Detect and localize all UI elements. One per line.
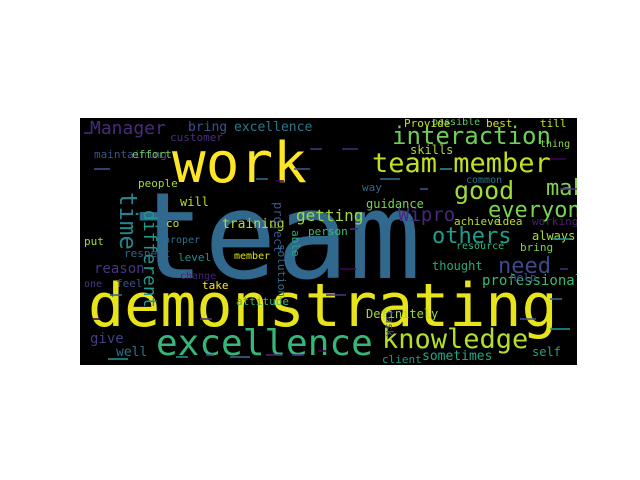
- cloud-word: idea: [496, 215, 523, 228]
- cloud-filler-mark: [560, 268, 568, 270]
- cloud-word: thought: [432, 259, 483, 273]
- cloud-word: solution: [275, 244, 288, 297]
- cloud-word: possible: [432, 118, 481, 128]
- cloud-filler-mark: [206, 354, 214, 356]
- cloud-word: put: [84, 235, 104, 248]
- cloud-filler-mark: [94, 168, 110, 170]
- cloud-filler-mark: [380, 178, 400, 180]
- cloud-word: feel: [116, 277, 143, 290]
- cloud-filler-mark: [230, 356, 250, 358]
- cloud-word: excellence: [156, 323, 373, 364]
- cloud-word: team member: [372, 148, 551, 179]
- cloud-filler-mark: [294, 168, 310, 170]
- cloud-word: maintaining: [94, 148, 167, 161]
- cloud-word: good: [454, 176, 515, 205]
- cloud-word: bring: [188, 120, 228, 135]
- cloud-filler-mark: [552, 238, 572, 240]
- cloud-word: help: [510, 271, 537, 284]
- cloud-filler-mark: [176, 356, 188, 358]
- cloud-filler-mark: [350, 228, 358, 230]
- cloud-word: will: [180, 195, 209, 209]
- cloud-word: able: [289, 230, 302, 257]
- cloud-word: thing: [540, 139, 571, 150]
- cloud-filler-mark: [292, 354, 304, 356]
- cloud-word: task: [383, 310, 396, 337]
- cloud-word: self: [532, 345, 561, 359]
- cloud-word: till: [540, 118, 567, 130]
- cloud-word: working: [532, 215, 577, 228]
- cloud-word: others: [432, 224, 512, 249]
- cloud-word: excellence: [234, 120, 313, 135]
- cloud-filler-mark: [550, 328, 570, 330]
- cloud-word: resource: [456, 241, 505, 252]
- cloud-word: team: [132, 168, 421, 307]
- cloud-word: training: [222, 217, 285, 232]
- cloud-filler-mark: [92, 318, 100, 320]
- cloud-filler-mark: [550, 298, 562, 300]
- cloud-filler-mark: [84, 132, 92, 134]
- cloud-word: respect: [124, 247, 171, 260]
- cloud-word: co: [166, 217, 180, 230]
- cloud-filler-mark: [310, 148, 322, 150]
- cloud-word: attitude: [236, 295, 289, 308]
- cloud-word: everyone: [488, 198, 577, 223]
- cloud-word: well: [116, 345, 148, 360]
- cloud-word: getting: [296, 206, 364, 225]
- cloud-word: people: [138, 177, 178, 190]
- cloud-word: give: [90, 331, 124, 347]
- cloud-filler-mark: [326, 294, 346, 296]
- cloud-filler-mark: [110, 294, 122, 296]
- cloud-word: way: [362, 181, 382, 194]
- cloud-word: one: [84, 279, 103, 290]
- word-cloud: team demonstrating work excellence knowledge…: [80, 118, 577, 365]
- cloud-word: take: [202, 279, 229, 292]
- cloud-filler-mark: [550, 158, 566, 160]
- cloud-filler-mark: [276, 180, 284, 182]
- cloud-word: demonstrating: [88, 271, 558, 341]
- cloud-word: customer: [170, 131, 223, 144]
- cloud-word: Manager: [90, 118, 166, 139]
- cloud-word: reason: [94, 261, 145, 277]
- cloud-filler-mark: [266, 354, 282, 356]
- cloud-word: client: [382, 353, 422, 365]
- cloud-word: Wipro: [398, 204, 456, 226]
- cloud-word: sometimes: [422, 349, 493, 364]
- cloud-word: common: [466, 175, 503, 186]
- cloud-word: level: [178, 251, 212, 264]
- cloud-word: person: [308, 225, 348, 238]
- cloud-filler-mark: [256, 178, 268, 180]
- cloud-word: change: [180, 271, 217, 282]
- cloud-word: interaction: [392, 122, 551, 150]
- cloud-word: knowledge: [382, 324, 529, 355]
- cloud-filler-mark: [340, 268, 356, 270]
- cloud-word: need: [498, 254, 551, 279]
- cloud-filler-mark: [560, 188, 577, 190]
- cloud-word: guidance: [366, 197, 424, 211]
- cloud-filler-mark: [440, 168, 452, 170]
- cloud-word: professional: [482, 273, 577, 289]
- cloud-word: time: [114, 192, 142, 250]
- cloud-filler-mark: [342, 148, 358, 150]
- cloud-filler-mark: [420, 188, 428, 190]
- cloud-word: proper: [164, 235, 201, 246]
- cloud-filler-mark: [108, 358, 128, 360]
- cloud-word: skills: [410, 143, 454, 157]
- cloud-filler-mark: [318, 350, 326, 352]
- cloud-word: best: [486, 118, 513, 130]
- cloud-word: work: [172, 131, 307, 196]
- cloud-word: Provide: [404, 118, 451, 130]
- cloud-filler-mark: [520, 318, 536, 320]
- cloud-word: achieve: [454, 215, 501, 228]
- cloud-word: effort: [132, 148, 172, 161]
- cloud-word: bring: [520, 241, 554, 254]
- cloud-word: Definitely: [366, 307, 439, 321]
- cloud-word: member: [234, 251, 271, 262]
- cloud-filler-mark: [200, 318, 212, 320]
